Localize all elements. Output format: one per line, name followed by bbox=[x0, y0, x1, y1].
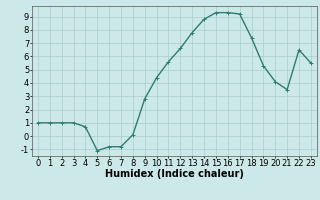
X-axis label: Humidex (Indice chaleur): Humidex (Indice chaleur) bbox=[105, 169, 244, 179]
